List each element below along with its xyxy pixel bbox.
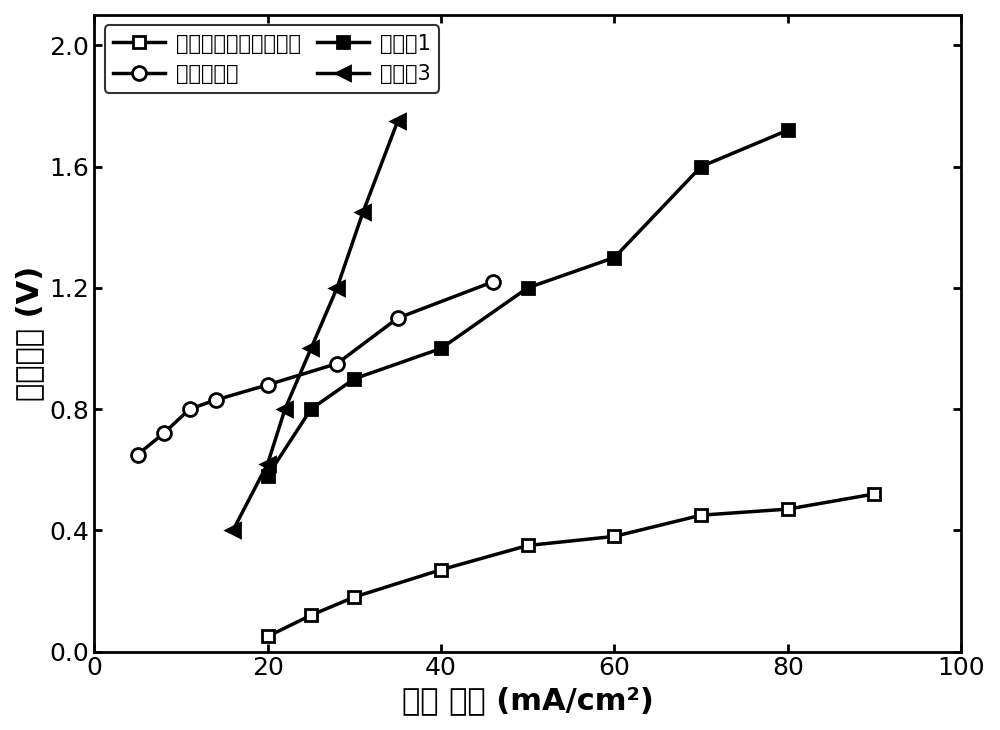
未改性磺化聚醚醚锐膜	[305, 611, 317, 620]
Line: 未改性磺化聚醚醚锐膜: 未改性磺化聚醚醚锐膜	[261, 488, 881, 642]
液体缓冲层	[158, 429, 170, 438]
未改性磺化聚醚醚锐膜	[868, 490, 880, 499]
实施例3	[227, 526, 239, 534]
实施例1	[262, 472, 274, 480]
液体缓冲层	[184, 404, 196, 413]
实施例1	[348, 374, 360, 383]
实施例1	[522, 283, 534, 292]
未改性磺化聚醚醚锐膜	[695, 511, 707, 520]
实施例1	[608, 253, 620, 262]
Y-axis label: 阴极电势 (V): 阴极电势 (V)	[15, 266, 44, 401]
Legend: 未改性磺化聚醚醚锐膜, 液体缓冲层, 实施例1, 实施例3: 未改性磺化聚醚醚锐膜, 液体缓冲层, 实施例1, 实施例3	[105, 26, 439, 93]
实施例3	[262, 459, 274, 468]
实施例3	[305, 344, 317, 353]
液体缓冲层	[331, 359, 343, 368]
液体缓冲层	[132, 450, 144, 459]
液体缓冲层	[262, 380, 274, 389]
Line: 液体缓冲层: 液体缓冲层	[131, 274, 500, 461]
Line: 实施例1: 实施例1	[261, 124, 794, 482]
Line: 实施例3: 实施例3	[226, 114, 405, 537]
实施例3	[331, 283, 343, 292]
未改性磺化聚醚醚锐膜	[262, 632, 274, 641]
液体缓冲层	[392, 314, 404, 323]
液体缓冲层	[487, 277, 499, 286]
实施例1	[305, 404, 317, 413]
未改性磺化聚醚醚锐膜	[522, 541, 534, 550]
实施例3	[279, 404, 291, 413]
实施例1	[695, 162, 707, 171]
实施例3	[357, 207, 369, 216]
未改性磺化聚醚醚锐膜	[348, 593, 360, 602]
实施例3	[392, 117, 404, 126]
实施例1	[435, 344, 447, 353]
液体缓冲层	[210, 396, 222, 404]
未改性磺化聚醚醚锐膜	[608, 532, 620, 541]
未改性磺化聚醚醚锐膜	[435, 565, 447, 574]
未改性磺化聚醚醚锐膜	[782, 504, 794, 513]
X-axis label: 电流 密度 (mA/cm²): 电流 密度 (mA/cm²)	[402, 686, 654, 715]
实施例1	[782, 126, 794, 134]
